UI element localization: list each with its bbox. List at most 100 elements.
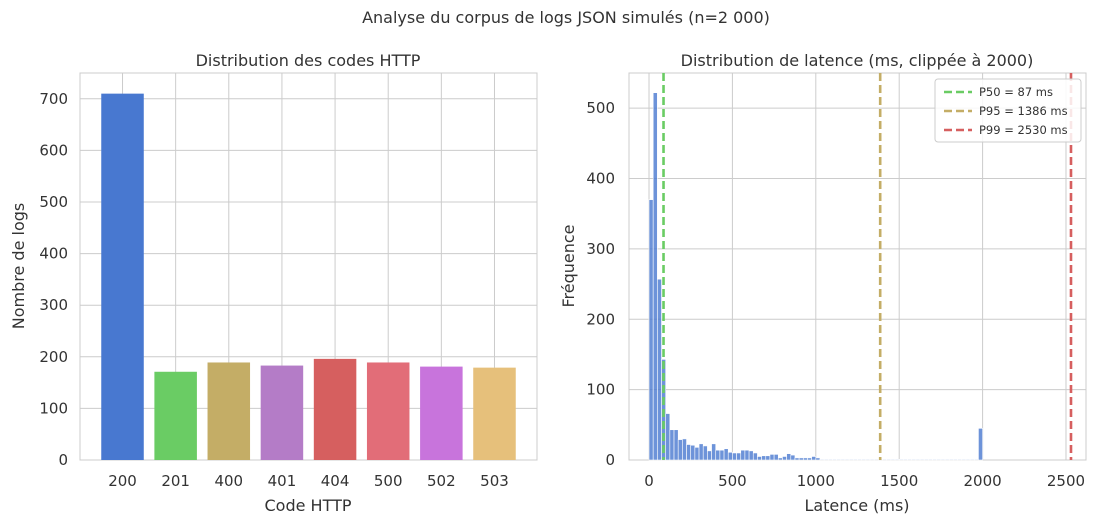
- y-tick-label: 0: [605, 451, 615, 469]
- histogram-bar: [677, 439, 683, 461]
- http-codes-y-ticks: 0 100 200 300 400 500 600 700: [39, 90, 68, 469]
- histogram-bar: [857, 458, 862, 461]
- histogram-bar: [969, 458, 975, 461]
- histogram-bar: [923, 458, 929, 461]
- histogram-bar: [652, 92, 658, 461]
- x-tick-label: 502: [427, 472, 456, 490]
- y-tick-label: 700: [39, 90, 68, 108]
- bar-404: [313, 358, 357, 460]
- x-tick-label: 500: [718, 472, 747, 490]
- bar-401: [260, 365, 304, 460]
- y-tick-label: 100: [586, 381, 615, 399]
- x-tick-label: 401: [268, 472, 297, 490]
- http-codes-x-ticks: 200 201 400 401 404 500 502 503: [108, 472, 509, 490]
- y-tick-label: 400: [39, 245, 68, 263]
- histogram-bar: [761, 455, 767, 461]
- histogram-bar: [828, 458, 833, 461]
- histogram-bar: [773, 454, 779, 461]
- histogram-bar: [973, 458, 979, 461]
- latency-y-ticks: 0 100 200 300 400 500: [586, 99, 615, 469]
- x-tick-label: 2000: [963, 472, 1001, 490]
- histogram-bar: [894, 458, 900, 461]
- x-tick-label: 200: [108, 472, 137, 490]
- latency-y-label: Fréquence: [559, 224, 578, 307]
- http-codes-bars: [101, 93, 516, 460]
- histogram-bar: [978, 428, 983, 461]
- histogram-bar: [836, 458, 842, 461]
- bar-400: [207, 362, 251, 460]
- histogram-bar: [936, 458, 942, 461]
- histogram-bar: [802, 457, 808, 461]
- bar-201: [154, 371, 197, 460]
- histogram-bar: [840, 458, 846, 461]
- latency-panel: 0 100 200 300 400 500 0 500 1000 1500 2000 2500 Di…: [559, 51, 1087, 515]
- histogram-bar: [769, 454, 775, 461]
- http-codes-plot-area: [79, 72, 538, 461]
- legend-frame: [934, 78, 1082, 143]
- x-tick-label: 503: [480, 472, 509, 490]
- x-tick-label: 500: [374, 472, 403, 490]
- histogram-bar: [794, 457, 800, 461]
- x-tick-label: 1000: [797, 472, 835, 490]
- y-tick-label: 200: [586, 310, 615, 328]
- histogram-bar: [957, 458, 963, 461]
- x-tick-label: 201: [161, 472, 190, 490]
- histogram-bar: [915, 458, 921, 461]
- x-tick-label: 404: [321, 472, 350, 490]
- latency-title: Distribution de latence (ms, clippée à 2…: [681, 51, 1034, 70]
- y-tick-label: 100: [39, 399, 68, 417]
- histogram-bar: [682, 438, 687, 461]
- histogram-bar: [811, 456, 817, 461]
- histogram-bar: [853, 458, 858, 461]
- histogram-bar: [673, 429, 679, 461]
- y-tick-label: 200: [39, 348, 68, 366]
- histogram-bar: [944, 458, 950, 461]
- histogram-bar: [665, 413, 671, 461]
- histogram-bar: [715, 449, 721, 461]
- histogram-bar: [865, 458, 871, 461]
- bar-502: [420, 366, 463, 460]
- latency-histogram-bars: [648, 92, 983, 461]
- histogram-bar: [823, 458, 829, 461]
- histogram-bar: [698, 443, 704, 461]
- histogram-bar: [965, 458, 971, 461]
- histogram-bar: [807, 457, 812, 461]
- histogram-bar: [919, 458, 925, 461]
- histogram-bar: [648, 199, 654, 461]
- histogram-bar: [961, 458, 967, 461]
- y-tick-label: 300: [39, 296, 68, 314]
- histogram-bar: [882, 458, 887, 461]
- histogram-bar: [727, 451, 733, 461]
- histogram-bar: [953, 458, 958, 461]
- bar-503: [473, 367, 516, 460]
- histogram-bar: [694, 447, 700, 461]
- http-codes-x-label: Code HTTP: [265, 496, 352, 515]
- histogram-bar: [657, 278, 662, 461]
- y-tick-label: 300: [586, 240, 615, 258]
- legend-label-3: P99 = 2530 ms: [979, 123, 1068, 137]
- histogram-bar: [732, 452, 737, 461]
- y-tick-label: 0: [58, 451, 68, 469]
- legend-label-1: P50 = 87 ms: [979, 85, 1053, 99]
- y-tick-label: 500: [586, 99, 615, 117]
- latency-legend: P50 = 87 ms P95 = 1386 ms P99 = 2530 ms: [934, 78, 1082, 143]
- histogram-bar: [907, 458, 913, 461]
- histogram-bar: [932, 458, 938, 461]
- histogram-bar: [948, 458, 954, 461]
- histogram-bar: [940, 458, 946, 461]
- http-codes-title: Distribution des codes HTTP: [196, 51, 421, 70]
- histogram-bar: [898, 458, 904, 461]
- histogram-bar: [832, 458, 837, 461]
- histogram-bar: [748, 450, 754, 461]
- histogram-bar: [686, 444, 692, 461]
- histogram-bar: [736, 452, 742, 461]
- histogram-bar: [777, 457, 783, 461]
- bar-500: [366, 362, 410, 460]
- histogram-bar: [903, 458, 908, 461]
- histogram-bar: [702, 445, 708, 461]
- histogram-bar: [744, 449, 750, 461]
- x-tick-label: 2500: [1047, 472, 1085, 490]
- histogram-bar: [719, 449, 725, 461]
- y-tick-label: 500: [39, 193, 68, 211]
